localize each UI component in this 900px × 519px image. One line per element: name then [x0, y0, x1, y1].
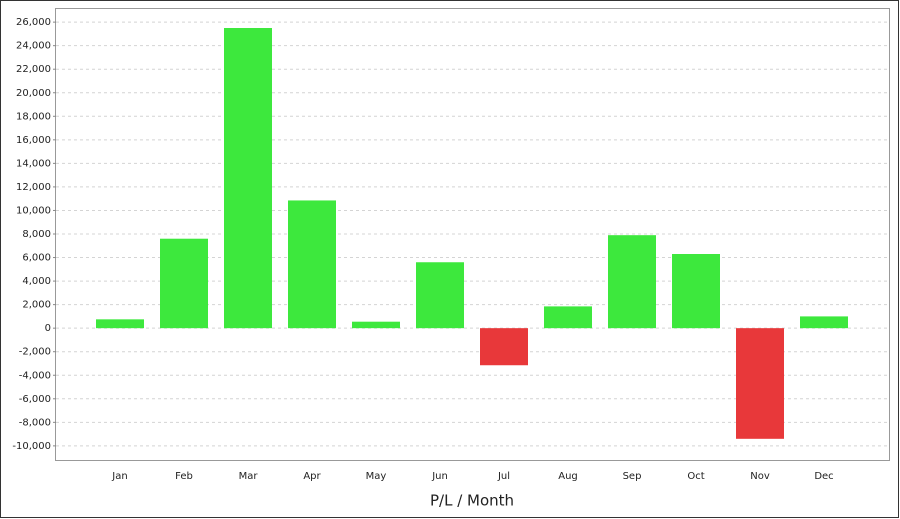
x-tick-label: Oct	[687, 471, 704, 482]
y-tick-label: 24,000	[16, 41, 51, 52]
y-tick-label: 14,000	[16, 158, 51, 169]
y-tick-label: -8,000	[19, 417, 51, 428]
x-tick-label: Sep	[623, 471, 642, 482]
y-tick-label: 18,000	[16, 111, 51, 122]
x-tick-label: Dec	[814, 471, 833, 482]
bar	[480, 328, 528, 366]
y-tick-label: 0	[45, 323, 51, 334]
y-tick-label: 12,000	[16, 182, 51, 193]
bar	[736, 328, 784, 439]
y-tick-label: -6,000	[19, 394, 51, 405]
y-tick-label: 16,000	[16, 135, 51, 146]
y-tick-label: -10,000	[12, 441, 51, 452]
bar	[160, 238, 208, 329]
bar	[288, 200, 336, 329]
x-tick-label: Jun	[431, 471, 448, 482]
y-tick-label: 26,000	[16, 17, 51, 28]
x-tick-label: Mar	[239, 471, 259, 482]
x-tick-label: Jul	[497, 471, 510, 482]
bar	[416, 262, 464, 329]
x-tick-label: Apr	[303, 471, 321, 482]
x-axis-label: P/L / Month	[430, 492, 514, 510]
y-tick-label: 8,000	[22, 229, 51, 240]
y-tick-label: 22,000	[16, 64, 51, 75]
bar	[800, 316, 848, 329]
y-tick-label: -4,000	[19, 370, 51, 381]
y-tick-label: -2,000	[19, 347, 51, 358]
bar	[672, 254, 720, 329]
x-tick-label: Aug	[558, 471, 578, 482]
bar	[544, 306, 592, 329]
x-tick-label: Feb	[175, 471, 193, 482]
y-tick-label: 2,000	[22, 300, 51, 311]
bar	[96, 319, 144, 329]
y-tick-label: 4,000	[22, 276, 51, 287]
y-tick-label: 10,000	[16, 205, 51, 216]
y-tick-label: 20,000	[16, 88, 51, 99]
x-tick-label: Jan	[111, 471, 127, 482]
x-tick-label: May	[366, 471, 387, 482]
bar	[352, 321, 400, 329]
y-tick-label: 6,000	[22, 253, 51, 264]
bar	[224, 28, 272, 329]
x-tick-label: Nov	[750, 471, 770, 482]
bar	[608, 235, 656, 329]
